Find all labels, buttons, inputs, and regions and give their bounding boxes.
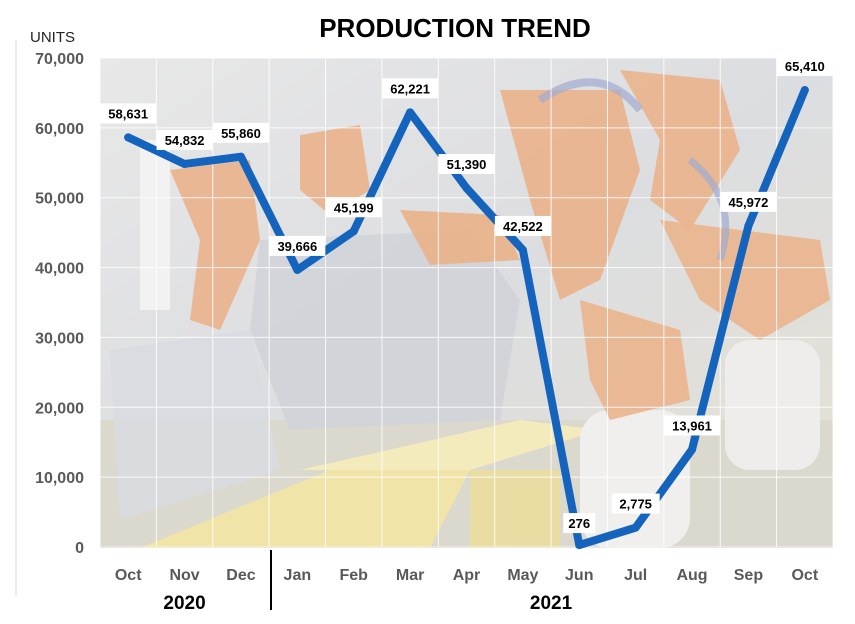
data-label: 45,972 [729, 195, 769, 210]
data-label-box [494, 215, 551, 236]
x-axis-ticks: Oct Nov Dec Jan Feb Mar Apr May Jun Jul Aug Sep Oct [115, 567, 819, 584]
data-label-box [664, 415, 721, 436]
data-point [180, 159, 189, 168]
data-point [518, 245, 527, 254]
x-tick-label: Oct [115, 567, 142, 584]
data-label-box [100, 103, 157, 124]
data-point [688, 445, 697, 454]
y-tick-label: 70,000 [35, 51, 84, 68]
year-label: 2020 [163, 593, 205, 614]
y-tick-label: 50,000 [35, 191, 84, 208]
x-tick-label: Nov [169, 567, 199, 584]
data-point [800, 86, 809, 95]
y-tick-label: 10,000 [35, 470, 84, 487]
data-label: 2,775 [619, 497, 652, 512]
production-series [124, 86, 809, 550]
data-label-box [438, 154, 495, 175]
data-label: 54,832 [165, 133, 205, 148]
data-label: 45,199 [334, 200, 374, 215]
x-tick-label: Oct [791, 567, 818, 584]
x-tick-label: Feb [340, 567, 369, 584]
data-label-box [156, 129, 213, 150]
data-labels: 58,631 54,832 55,860 39,666 45,199 62,221 51,3… [100, 56, 833, 534]
data-label-box [720, 191, 777, 212]
data-label-box [212, 122, 269, 143]
data-point [236, 152, 245, 161]
data-label: 51,390 [447, 157, 487, 172]
y-tick-label: 20,000 [35, 400, 84, 417]
data-label: 13,961 [672, 418, 712, 433]
data-point [744, 221, 753, 230]
data-point [462, 184, 471, 193]
x-tick-label: Mar [396, 567, 424, 584]
data-label-box [382, 78, 439, 99]
data-label-box [776, 56, 833, 77]
data-label: 65,410 [785, 59, 825, 74]
chart-title: PRODUCTION TREND [319, 13, 591, 43]
x-tick-label: May [507, 567, 538, 584]
data-point [575, 541, 584, 550]
x-tick-label: Jun [565, 567, 593, 584]
data-label-box [325, 197, 382, 218]
data-point [631, 523, 640, 532]
x-tick-label: Aug [676, 567, 707, 584]
data-point [293, 265, 302, 274]
y-tick-label: 40,000 [35, 261, 84, 278]
data-label-box [269, 235, 326, 256]
data-label: 62,221 [390, 81, 430, 96]
x-tick-label: Jan [284, 567, 312, 584]
year-group-labels: 2020 2021 [163, 593, 572, 614]
data-point [349, 227, 358, 236]
data-label: 39,666 [277, 239, 317, 254]
x-tick-label: Sep [734, 567, 764, 584]
year-label: 2021 [530, 593, 573, 614]
data-label: 42,522 [503, 219, 543, 234]
grid-lines [99, 57, 834, 548]
data-label-box [611, 493, 660, 514]
data-label-box [563, 513, 596, 534]
data-label: 58,631 [108, 106, 148, 121]
y-tick-label: 0 [75, 540, 84, 557]
x-tick-label: Dec [226, 567, 255, 584]
data-point [406, 108, 415, 117]
data-point [124, 133, 133, 142]
data-label: 55,860 [221, 126, 261, 141]
x-tick-label: Apr [453, 567, 481, 584]
y-axis-unit-label: UNITS [30, 29, 75, 46]
data-label: 276 [568, 516, 590, 531]
y-tick-label: 60,000 [35, 121, 84, 138]
y-axis-ticks: 0 10,000 20,000 30,000 40,000 50,000 60,000 70,… [35, 51, 84, 557]
x-tick-label: Jul [624, 567, 647, 584]
y-tick-label: 30,000 [35, 330, 84, 347]
